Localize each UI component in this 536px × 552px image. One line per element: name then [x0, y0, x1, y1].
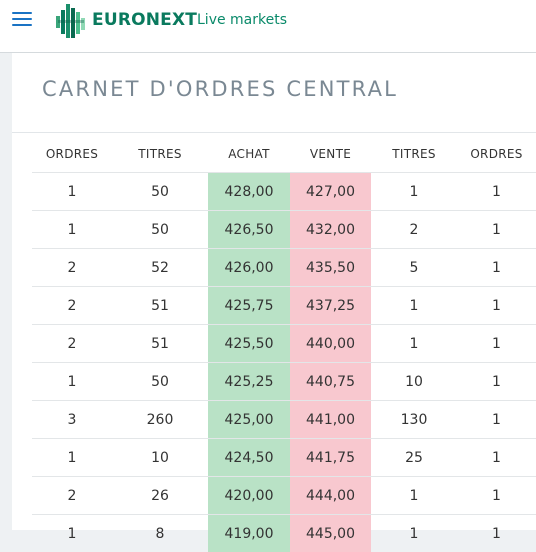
cell-titres-sell: 25: [371, 439, 457, 477]
header-vente: VENTE: [290, 135, 371, 173]
cell-achat: 426,50: [208, 211, 290, 249]
cell-titres-buy: 50: [112, 173, 208, 211]
cell-vente: 435,50: [290, 249, 371, 287]
cell-ordres-buy: 2: [32, 477, 112, 515]
cell-ordres-buy: 2: [32, 249, 112, 287]
cell-titres-sell: 5: [371, 249, 457, 287]
cell-ordres-sell: 1: [457, 477, 536, 515]
cell-ordres-buy: 2: [32, 287, 112, 325]
table-header-row: ORDRES TITRES ACHAT VENTE TITRES ORDRES: [32, 135, 536, 173]
cell-achat: 425,25: [208, 363, 290, 401]
header-titres-sell: TITRES: [371, 135, 457, 173]
cell-achat: 425,00: [208, 401, 290, 439]
cell-ordres-sell: 1: [457, 439, 536, 477]
top-bar: EURONEXT Live markets: [0, 0, 536, 53]
cell-titres-sell: 1: [371, 287, 457, 325]
header-achat: ACHAT: [208, 135, 290, 173]
cell-achat: 424,50: [208, 439, 290, 477]
cell-achat: 425,50: [208, 325, 290, 363]
cell-achat: 419,00: [208, 515, 290, 552]
cell-ordres-sell: 1: [457, 173, 536, 211]
live-markets-label[interactable]: Live markets: [197, 12, 287, 28]
cell-ordres-buy: 3: [32, 401, 112, 439]
cell-titres-buy: 51: [112, 287, 208, 325]
cell-titres-buy: 26: [112, 477, 208, 515]
cell-titres-sell: 130: [371, 401, 457, 439]
cell-vente: 432,00: [290, 211, 371, 249]
cell-achat: 425,75: [208, 287, 290, 325]
cell-ordres-buy: 1: [32, 211, 112, 249]
cell-ordres-buy: 2: [32, 325, 112, 363]
orderbook-table: ORDRES TITRES ACHAT VENTE TITRES ORDRES …: [32, 135, 536, 552]
cell-ordres-sell: 1: [457, 515, 536, 552]
cell-titres-sell: 1: [371, 325, 457, 363]
cell-ordres-sell: 1: [457, 363, 536, 401]
brand-name[interactable]: EURONEXT: [92, 10, 197, 30]
cell-titres-sell: 10: [371, 363, 457, 401]
cell-titres-buy: 50: [112, 211, 208, 249]
page-title: CARNET D'ORDRES CENTRAL: [42, 77, 398, 101]
cell-titres-buy: 10: [112, 439, 208, 477]
cell-vente: 444,00: [290, 477, 371, 515]
cell-ordres-sell: 1: [457, 249, 536, 287]
title-bar: CARNET D'ORDRES CENTRAL: [12, 53, 536, 133]
orderbook-panel: CARNET D'ORDRES CENTRAL ORDRES TITRES AC…: [12, 53, 536, 530]
cell-ordres-sell: 1: [457, 401, 536, 439]
cell-ordres-buy: 1: [32, 439, 112, 477]
cell-vente: 440,75: [290, 363, 371, 401]
cell-achat: 428,00: [208, 173, 290, 211]
cell-achat: 420,00: [208, 477, 290, 515]
cell-titres-sell: 2: [371, 211, 457, 249]
cell-vente: 427,00: [290, 173, 371, 211]
cell-ordres-buy: 1: [32, 363, 112, 401]
euronext-logo-icon[interactable]: [54, 2, 88, 42]
cell-titres-sell: 1: [371, 477, 457, 515]
cell-vente: 437,25: [290, 287, 371, 325]
cell-vente: 445,00: [290, 515, 371, 552]
menu-icon[interactable]: [12, 12, 32, 28]
cell-ordres-buy: 1: [32, 173, 112, 211]
cell-titres-buy: 50: [112, 363, 208, 401]
cell-ordres-sell: 1: [457, 325, 536, 363]
cell-ordres-sell: 1: [457, 211, 536, 249]
cell-titres-buy: 260: [112, 401, 208, 439]
cell-titres-buy: 51: [112, 325, 208, 363]
cell-ordres-buy: 1: [32, 515, 112, 552]
sidebar-strip: [0, 53, 12, 530]
cell-titres-sell: 1: [371, 515, 457, 552]
cell-vente: 441,00: [290, 401, 371, 439]
cell-titres-sell: 1: [371, 173, 457, 211]
header-ordres-sell: ORDRES: [457, 135, 536, 173]
header-titres-buy: TITRES: [112, 135, 208, 173]
cell-ordres-sell: 1: [457, 287, 536, 325]
cell-vente: 440,00: [290, 325, 371, 363]
cell-titres-buy: 52: [112, 249, 208, 287]
header-ordres-buy: ORDRES: [32, 135, 112, 173]
cell-titres-buy: 8: [112, 515, 208, 552]
cell-achat: 426,00: [208, 249, 290, 287]
cell-vente: 441,75: [290, 439, 371, 477]
